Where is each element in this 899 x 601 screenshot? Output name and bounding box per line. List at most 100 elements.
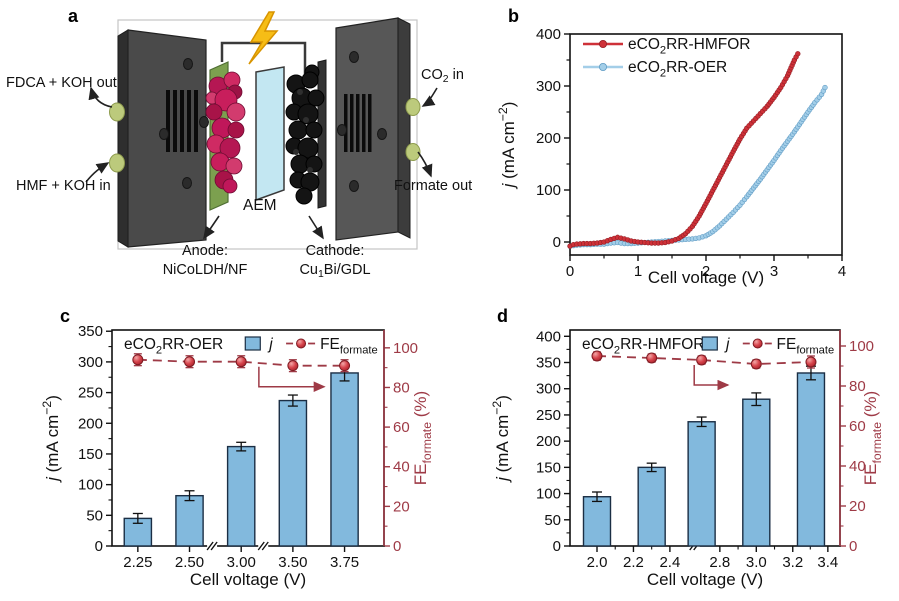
svg-text:100: 100 <box>78 477 103 494</box>
svg-text:20: 20 <box>849 498 866 515</box>
right-axis-pointer-arrow <box>693 365 730 391</box>
oer-performance-chart: 0 50 100 150 200 250 300 350 0 20 40 60 80 100 2.25 2.5… <box>40 323 434 589</box>
cathode-material-subscript: 1 <box>317 268 324 280</box>
left-bolt-holes <box>159 58 209 189</box>
left-vent-slits <box>166 90 198 152</box>
svg-text:4: 4 <box>838 263 846 280</box>
svg-text:3.4: 3.4 <box>817 554 838 571</box>
svg-text:0: 0 <box>553 538 561 555</box>
svg-text:2.4: 2.4 <box>659 554 680 571</box>
svg-text:300: 300 <box>536 78 561 95</box>
svg-text:3.00: 3.00 <box>227 554 256 571</box>
svg-text:j (mA cm−2): j (mA cm−2) <box>490 395 512 483</box>
svg-text:2: 2 <box>702 263 710 280</box>
fdca-out-label: FDCA + KOH out <box>6 75 117 91</box>
svg-text:100: 100 <box>536 486 561 503</box>
anode-catalyst-flowers <box>205 71 246 194</box>
svg-text:60: 60 <box>849 418 866 435</box>
legend-d: eCO2RR-HMFOR j FEformate <box>582 336 834 356</box>
svg-text:100: 100 <box>849 338 874 355</box>
svg-text:Cell voltage (V): Cell voltage (V) <box>190 570 306 589</box>
hmf-in-label: HMF + KOH in <box>16 178 111 194</box>
co2-in-arrow <box>421 87 438 107</box>
panel-b-label: b <box>508 6 519 26</box>
svg-text:40: 40 <box>849 458 866 475</box>
gas-port-bottom-right <box>405 143 421 161</box>
annotation-arrows <box>85 86 438 240</box>
svg-text:j: j <box>267 336 273 353</box>
anode-label: Anode: NiCoLDH/NF <box>150 242 260 280</box>
svg-text:250: 250 <box>536 407 561 424</box>
svg-text:400: 400 <box>536 26 561 43</box>
series-1 <box>567 51 801 249</box>
svg-text:j: j <box>724 336 730 353</box>
series-0 <box>567 84 828 249</box>
svg-text:FEformate (%): FEformate (%) <box>861 391 884 485</box>
svg-text:200: 200 <box>536 433 561 450</box>
svg-text:50: 50 <box>544 512 561 529</box>
svg-text:2.8: 2.8 <box>709 554 730 571</box>
svg-text:3.75: 3.75 <box>330 554 359 571</box>
right-endplate <box>335 17 421 241</box>
svg-text:0: 0 <box>553 234 561 251</box>
cell-schematic-diagram <box>85 11 438 250</box>
panel-d-label: d <box>497 306 508 326</box>
axes-b: 0 1 2 3 4 0 100 200 300 400 Cell voltage (V) j (mA … <box>496 26 846 287</box>
svg-text:20: 20 <box>393 498 410 515</box>
svg-text:eCO2RR-HMFOR: eCO2RR-HMFOR <box>628 36 750 56</box>
svg-text:150: 150 <box>536 459 561 476</box>
lightning-bolt-icon <box>248 11 279 65</box>
svg-text:200: 200 <box>78 415 103 432</box>
svg-text:300: 300 <box>78 354 103 371</box>
right-vent-slits <box>344 94 372 152</box>
cathode-pointer-arrow <box>308 215 324 240</box>
svg-text:Cell voltage (V): Cell voltage (V) <box>647 570 763 589</box>
polarization-curve-chart: 0 1 2 3 4 0 100 200 300 400 Cell voltage (V) j (mA … <box>496 26 846 287</box>
svg-text:FEformate: FEformate <box>320 336 378 356</box>
svg-text:2.2: 2.2 <box>623 554 644 571</box>
svg-text:60: 60 <box>393 419 410 436</box>
svg-text:350: 350 <box>536 355 561 372</box>
co2-text: CO <box>421 67 443 83</box>
svg-text:50: 50 <box>86 507 103 524</box>
svg-text:j (mA cm−2): j (mA cm−2) <box>40 395 62 483</box>
anode-pointer-arrow <box>203 215 220 240</box>
cathode-material-pre: Cu <box>299 261 318 278</box>
svg-text:j (mA cm−2): j (mA cm−2) <box>496 102 518 190</box>
svg-text:300: 300 <box>536 381 561 398</box>
svg-text:2.0: 2.0 <box>587 554 608 571</box>
svg-text:0: 0 <box>95 538 103 555</box>
anode-material: NiCoLDH/NF <box>162 261 248 278</box>
svg-text:80: 80 <box>849 378 866 395</box>
formate-out-label: Formate out <box>394 178 473 194</box>
panel-a-label: a <box>68 6 79 26</box>
svg-text:150: 150 <box>78 446 103 463</box>
fdca-out-arrow <box>88 86 113 108</box>
anode-title: Anode: <box>182 243 228 259</box>
svg-text:3.50: 3.50 <box>278 554 307 571</box>
svg-text:3.2: 3.2 <box>782 554 803 571</box>
cathode-material-post: Bi/GDL <box>323 261 371 278</box>
svg-text:Cell voltage (V): Cell voltage (V) <box>648 268 764 287</box>
hmfor-performance-chart: 0 50 100 150 200 250 300 350 400 0 20 40 60 80 100 2.0 2… <box>490 328 884 589</box>
svg-text:0: 0 <box>393 538 401 555</box>
legend-c: eCO2RR-OER j FEformate <box>124 336 378 356</box>
right-axis-pointer-arrow <box>258 366 326 392</box>
legend-b: eCO2RR-HMFOR eCO2RR-OER <box>583 36 750 79</box>
svg-text:400: 400 <box>536 328 561 345</box>
cathode-title: Cathode: <box>305 243 365 259</box>
svg-text:FEformate (%): FEformate (%) <box>411 391 434 485</box>
svg-text:100: 100 <box>393 340 418 357</box>
svg-text:eCO2RR-OER: eCO2RR-OER <box>124 336 223 356</box>
inlet-port-bottom-left <box>109 153 125 173</box>
gas-port-top-right <box>405 98 421 116</box>
aem-label: AEM <box>243 197 277 214</box>
svg-text:1: 1 <box>634 263 642 280</box>
svg-text:3: 3 <box>770 263 778 280</box>
aem-membrane <box>255 66 285 202</box>
axes-d: 0 50 100 150 200 250 300 350 400 0 20 40 60 80 100 2.0 2… <box>490 328 884 589</box>
co2-in-label: CO2 in <box>421 66 464 85</box>
svg-text:eCO2RR-HMFOR: eCO2RR-HMFOR <box>582 336 704 356</box>
svg-text:3.0: 3.0 <box>746 554 767 571</box>
panel-c-label: c <box>60 306 71 326</box>
